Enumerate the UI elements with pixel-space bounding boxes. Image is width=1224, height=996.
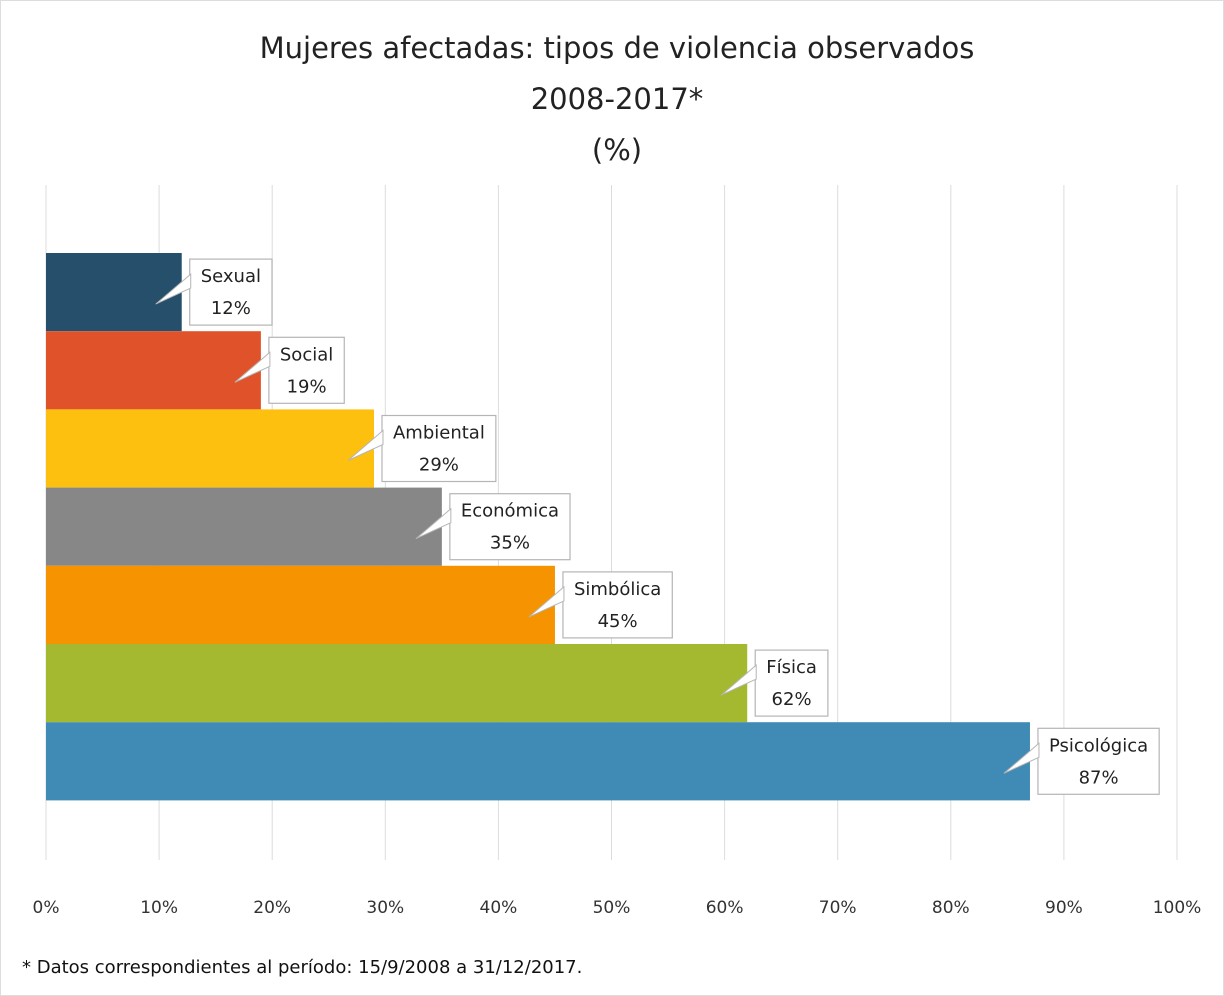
bar (46, 409, 374, 488)
x-tick-label: 30% (366, 898, 404, 918)
data-label-box (449, 493, 571, 561)
data-label-pointer (347, 429, 384, 461)
data-label-pointer (1003, 742, 1040, 774)
bar (46, 722, 1030, 801)
data-label-value: 45% (598, 611, 638, 632)
data-label-pointer (720, 664, 757, 696)
x-tick-label: 80% (932, 898, 970, 918)
x-tick-label: 10% (140, 898, 178, 918)
footnote: * Datos correspondientes al período: 15/… (22, 957, 582, 978)
data-label-value: 12% (211, 298, 251, 319)
data-label-box (268, 336, 345, 404)
data-label-name: Sexual (201, 266, 261, 287)
bar (46, 565, 555, 644)
data-label-box (1037, 727, 1160, 795)
bar (46, 253, 182, 332)
data-label-value: 62% (772, 689, 812, 710)
data-label-pointer (528, 585, 565, 618)
data-label-box (754, 649, 829, 717)
x-tick-label: 60% (706, 898, 744, 918)
bar (46, 644, 748, 723)
data-label-pointer (155, 273, 192, 305)
x-tick-label: 100% (1153, 898, 1202, 918)
data-label-value: 87% (1079, 767, 1119, 788)
data-label-name: Simbólica (574, 579, 661, 600)
data-label-name: Psicológica (1049, 735, 1148, 756)
data-label-box (189, 258, 273, 326)
data-label-name: Social (280, 344, 333, 365)
x-tick-label: 0% (33, 898, 60, 918)
x-tick-label: 90% (1045, 898, 1083, 918)
data-label-pointer (234, 351, 271, 383)
data-label-name: Física (766, 657, 817, 678)
unit-label: (%) (592, 133, 642, 167)
bar (46, 487, 442, 566)
data-label-value: 29% (419, 455, 459, 476)
data-label-pointer (415, 507, 452, 540)
x-tick-label: 40% (480, 898, 518, 918)
x-tick-label: 20% (253, 898, 291, 918)
bar (46, 331, 261, 410)
data-label-name: Económica (461, 501, 559, 522)
data-label-box (381, 414, 497, 483)
x-tick-label: 70% (819, 898, 857, 918)
data-label-name: Ambiental (393, 423, 485, 444)
data-label-value: 35% (490, 533, 530, 554)
chart-title: Mujeres afectadas: tipos de violencia ob… (260, 31, 975, 65)
data-label-value: 19% (287, 376, 327, 397)
chart-subtitle: 2008-2017* (531, 82, 704, 116)
x-tick-label: 50% (593, 898, 631, 918)
data-label-box (562, 571, 673, 639)
